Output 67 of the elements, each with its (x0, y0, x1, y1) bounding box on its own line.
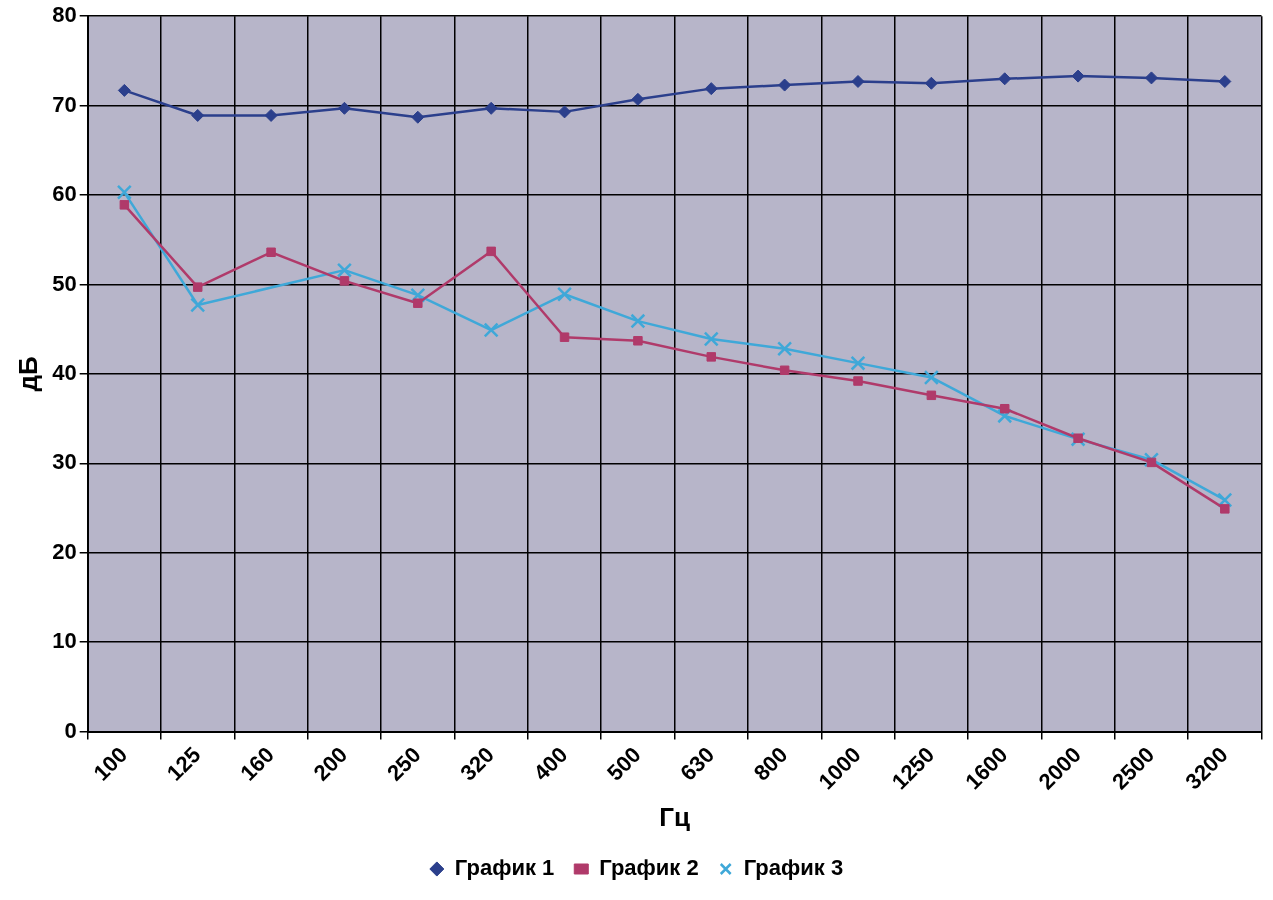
point (631, 92, 645, 106)
x-tick-label: 500 (602, 742, 646, 786)
point (191, 108, 205, 122)
x-tick-label: 250 (381, 742, 426, 786)
x-axis-title: Гц (659, 801, 690, 832)
x-tick-label: 630 (675, 742, 720, 786)
x-tick-label: 160 (235, 742, 279, 786)
point (1071, 69, 1085, 83)
point (630, 313, 646, 329)
point (192, 282, 203, 292)
y-tick-label: 50 (52, 270, 77, 296)
point (778, 78, 792, 92)
point (850, 355, 866, 371)
point (336, 262, 353, 278)
point (998, 72, 1012, 86)
point (337, 101, 351, 115)
point (190, 297, 206, 313)
point (633, 336, 643, 346)
y-tick-label: 30 (52, 449, 77, 475)
x-tick-label: 200 (308, 742, 353, 786)
point (116, 184, 132, 200)
point (924, 76, 938, 90)
point (851, 74, 865, 88)
point (779, 365, 790, 376)
point (1220, 504, 1230, 514)
x-tick-label: 320 (455, 742, 499, 786)
point (411, 110, 425, 124)
point (703, 331, 719, 347)
point (923, 369, 939, 386)
x-tick-label: 800 (748, 742, 793, 786)
y-tick-label: 0 (64, 717, 77, 743)
y-tick-label: 40 (52, 359, 77, 385)
x-tick-label: 100 (88, 742, 133, 786)
y-tick-label: 60 (52, 181, 77, 207)
point (1217, 492, 1233, 508)
x-tick-label: 400 (528, 742, 573, 786)
point (119, 200, 130, 210)
point (486, 246, 496, 257)
point (117, 83, 131, 97)
y-tick-label: 70 (52, 91, 77, 117)
point (413, 298, 423, 308)
point (484, 101, 498, 115)
point (558, 105, 572, 119)
point (483, 322, 499, 338)
point (777, 341, 793, 357)
point (999, 403, 1010, 414)
point (1146, 457, 1157, 468)
x-tick-label: 125 (161, 742, 206, 786)
legend-label: График 2 (599, 855, 699, 881)
point (926, 390, 937, 401)
point (1218, 74, 1232, 88)
legend-label: График 3 (743, 855, 844, 881)
point (556, 286, 573, 302)
point (853, 376, 863, 386)
legend-label: График 1 (454, 855, 555, 881)
y-tick-label: 20 (52, 538, 77, 564)
y-tick-label: 80 (52, 2, 77, 28)
point (264, 108, 278, 122)
y-axis-title: дБ (12, 356, 43, 392)
point (1144, 71, 1158, 85)
point (266, 247, 276, 257)
point (559, 332, 570, 342)
point (339, 276, 350, 286)
point (1073, 433, 1083, 443)
y-tick-label: 10 (52, 628, 77, 654)
point (706, 352, 717, 362)
point (704, 82, 718, 96)
